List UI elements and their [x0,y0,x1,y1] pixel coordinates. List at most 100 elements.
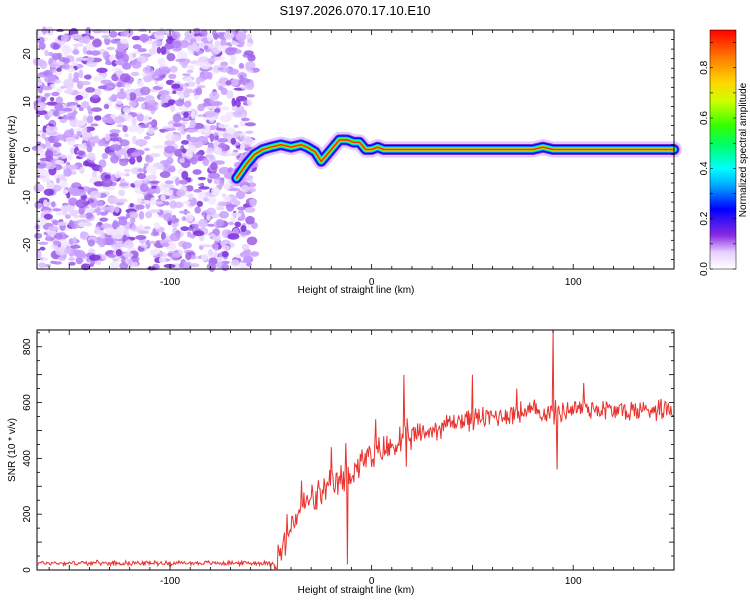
noise-blob [57,256,67,261]
noise-blob [41,85,53,91]
noise-blob [131,60,142,69]
noise-blob [202,158,210,167]
noise-blob [85,87,96,93]
noise-blob [199,234,205,242]
noise-blob [238,62,244,69]
noise-blob [123,168,131,173]
noise-blob [116,198,128,203]
noise-blob [69,128,75,137]
noise-blob [203,45,209,50]
noise-blob [186,69,194,74]
noise-blob [182,73,191,77]
noise-blob [244,122,256,127]
noise-blob [116,124,124,128]
noise-blob [164,145,176,154]
noise-blob [99,217,109,222]
noise-blob [94,88,102,97]
noise-blob [56,52,63,59]
y-tick-label: 10 [22,96,33,108]
noise-blob [44,75,56,84]
noise-blob [189,119,197,128]
noise-blob [162,164,174,173]
noise-blob [106,46,115,51]
noise-blob [61,107,73,112]
noise-blob [105,60,113,66]
noise-blob [93,135,100,144]
noise-blob [92,170,97,179]
noise-blob [48,110,54,118]
noise-blob [184,89,196,94]
noise-blob [210,162,218,171]
noise-blob [135,204,145,210]
noise-blob [131,261,139,267]
noise-blob [114,170,122,179]
x-tick-label: 0 [369,576,375,587]
noise-blob [57,116,64,120]
noise-blob [67,67,75,73]
noise-blob [192,230,205,237]
noise-blob [41,131,46,140]
noise-blob [77,143,85,149]
noise-blob [99,230,105,240]
noise-blob [228,221,234,226]
noise-blob [249,198,257,208]
noise-blob [140,243,148,248]
noise-blob [191,223,199,229]
noise-blob [43,199,48,207]
noise-blob [94,226,101,235]
noise-blob [136,113,145,122]
noise-blob [110,113,117,118]
noise-blob [166,53,176,62]
noise-blob [136,79,141,85]
noise-blob [178,93,185,100]
noise-blob [148,48,157,55]
noise-blob [116,100,123,105]
noise-blob [48,57,53,65]
noise-blob [207,196,217,205]
noise-blob [183,111,189,118]
noise-blob [130,71,140,77]
noise-blob [185,217,190,223]
noise-blob [86,115,94,124]
noise-blob [230,137,236,145]
noise-blob [244,256,253,261]
noise-blob [97,221,103,226]
noise-blob [240,143,245,151]
noise-blob [102,30,107,34]
noise-blob [163,184,175,189]
noise-blob [159,94,172,103]
noise-blob [149,249,159,256]
noise-blob [215,256,224,262]
colorbar-ticks [710,42,736,270]
noise-blob [91,94,100,99]
noise-blob [225,47,237,56]
noise-blob [109,31,118,38]
noise-blob [35,130,41,139]
noise-blob [60,180,68,189]
noise-blob [169,65,178,73]
noise-blob [127,211,139,220]
noise-blob [87,152,96,161]
noise-blob [213,141,218,149]
noise-blob [45,140,51,148]
noise-blob [64,137,77,142]
noise-blob [56,86,63,93]
x-tick-label: 100 [565,576,582,587]
noise-blob [154,68,164,76]
noise-blob [91,204,97,208]
noise-blob [214,147,223,154]
noise-blob [166,156,174,165]
noise-blob [70,147,75,155]
noise-blob [217,124,230,129]
noise-blob [136,173,146,180]
noise-blob [35,146,44,154]
noise-blob [68,219,74,228]
noise-blobs [31,26,260,273]
noise-blob [42,178,52,183]
noise-blob [119,158,129,167]
frequency-ridge [228,131,682,187]
noise-blob [82,160,90,167]
noise-blob [193,189,203,193]
noise-blob [114,206,120,214]
noise-blob [124,82,132,89]
